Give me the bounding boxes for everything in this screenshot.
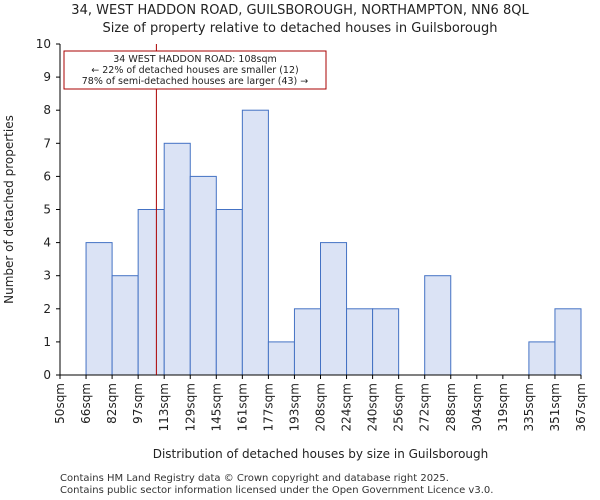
y-tick-label-3: 3 — [43, 269, 51, 283]
x-tick-label-97sqm: 97sqm — [131, 383, 145, 424]
y-tick-label-8: 8 — [43, 103, 51, 117]
bar-161sqm — [241, 109, 269, 376]
bar-193sqm — [293, 308, 322, 376]
bar-97sqm — [137, 209, 165, 376]
y-tick-label-2: 2 — [43, 302, 51, 316]
x-tick-label-335sqm: 335sqm — [522, 383, 536, 431]
x-tick-label-272sqm: 272sqm — [418, 383, 432, 431]
y-tick-label-5: 5 — [43, 203, 51, 217]
chart-title: 34, WEST HADDON ROAD, GUILSBOROUGH, NORT… — [71, 3, 529, 18]
x-tick-label-288sqm: 288sqm — [444, 383, 458, 431]
x-tick-label-177sqm: 177sqm — [261, 383, 275, 431]
bar-335sqm — [528, 341, 556, 376]
bar-272sqm — [424, 275, 452, 376]
bar-351sqm — [554, 308, 582, 376]
bar-177sqm — [267, 341, 295, 376]
x-tick-label-129sqm: 129sqm — [183, 383, 197, 431]
x-tick-label-113sqm: 113sqm — [157, 383, 171, 431]
y-axis-title: Number of detached properties — [2, 115, 16, 304]
y-tick-label-9: 9 — [43, 70, 51, 84]
annotation-title: 34 WEST HADDON ROAD: 108sqm — [113, 54, 277, 65]
x-tick-label-224sqm: 224sqm — [340, 383, 354, 431]
y-tick-label-1: 1 — [43, 335, 51, 349]
x-tick-label-351sqm: 351sqm — [548, 383, 562, 431]
annotation-smaller: ← 22% of detached houses are smaller (12… — [91, 65, 298, 76]
y-tick-label-7: 7 — [43, 136, 51, 150]
y-tick-label-6: 6 — [43, 169, 51, 183]
bar-208sqm — [320, 242, 348, 376]
x-tick-label-367sqm: 367sqm — [574, 383, 588, 431]
bar-129sqm — [189, 175, 217, 376]
y-tick-label-4: 4 — [43, 236, 51, 250]
x-tick-label-161sqm: 161sqm — [235, 383, 249, 431]
bar-66sqm — [85, 242, 113, 376]
y-tick-label-0: 0 — [43, 368, 51, 382]
x-tick-label-66sqm: 66sqm — [79, 383, 93, 424]
x-axis-title: Distribution of detached houses by size … — [153, 447, 489, 461]
annotation-box — [63, 50, 327, 90]
bar-82sqm — [111, 275, 139, 376]
x-tick-label-82sqm: 82sqm — [105, 383, 119, 424]
x-tick-label-319sqm: 319sqm — [496, 383, 510, 431]
bar-113sqm — [163, 142, 191, 376]
x-tick-label-208sqm: 208sqm — [314, 383, 328, 431]
bar-224sqm — [346, 308, 374, 376]
x-tick-label-193sqm: 193sqm — [287, 383, 301, 431]
bar-145sqm — [215, 209, 243, 376]
x-tick-label-50sqm: 50sqm — [53, 383, 67, 424]
x-tick-label-304sqm: 304sqm — [470, 383, 484, 431]
x-tick-label-256sqm: 256sqm — [392, 383, 406, 431]
y-tick-label-10: 10 — [36, 37, 51, 51]
bar-240sqm — [372, 308, 400, 376]
x-tick-label-145sqm: 145sqm — [209, 383, 223, 431]
footer-line-2: Contains public sector information licen… — [60, 485, 494, 496]
footer-line-1: Contains HM Land Registry data © Crown c… — [60, 473, 449, 484]
annotation-larger: 78% of semi-detached houses are larger (… — [82, 76, 309, 87]
chart-subtitle: Size of property relative to detached ho… — [102, 21, 498, 36]
x-tick-label-240sqm: 240sqm — [366, 383, 380, 431]
